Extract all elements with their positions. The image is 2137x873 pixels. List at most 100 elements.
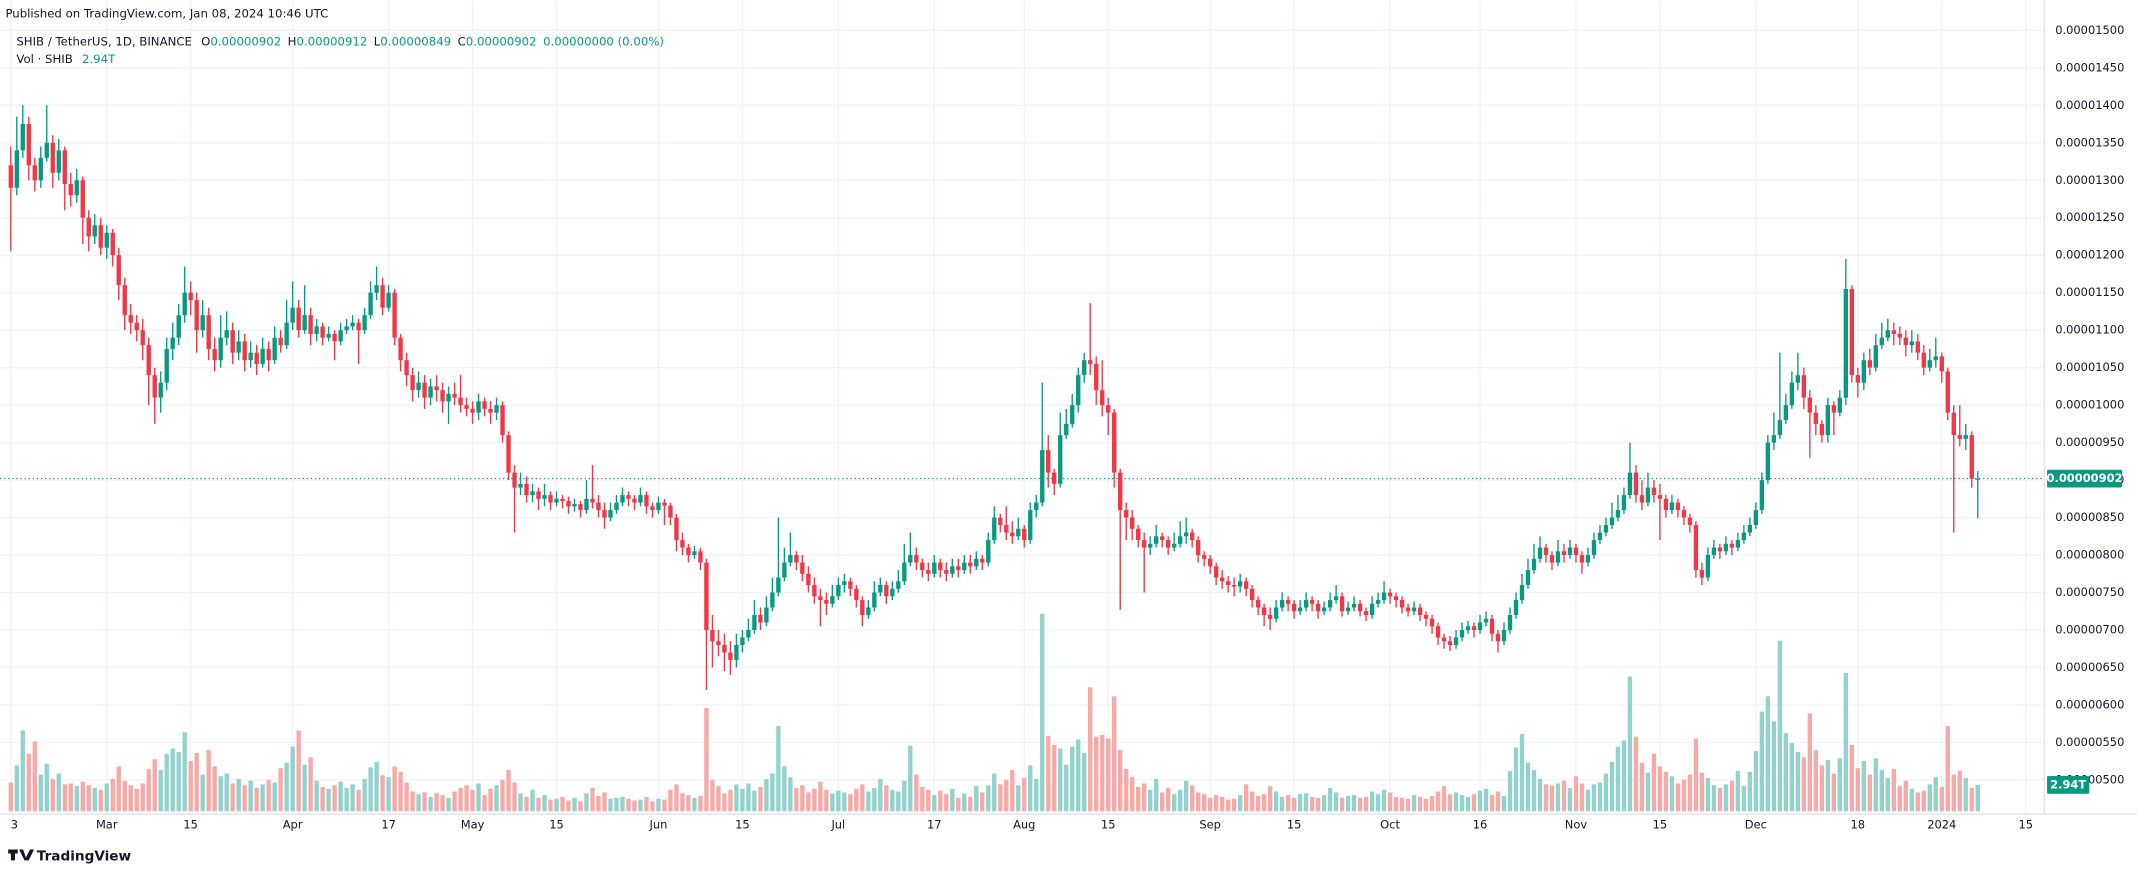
volume-bar xyxy=(1160,792,1165,812)
volume-bar xyxy=(578,801,583,812)
volume-bar xyxy=(980,792,985,812)
x-tick-label: 15 xyxy=(1101,817,1116,831)
x-tick-label: Aug xyxy=(1013,817,1035,831)
x-tick-label: Oct xyxy=(1380,817,1400,831)
volume-bar xyxy=(806,792,811,812)
candle-body xyxy=(194,300,199,331)
volume-bar xyxy=(1393,796,1399,812)
candle-body xyxy=(320,326,325,338)
volume-bar xyxy=(878,778,883,812)
candle-body xyxy=(446,393,451,402)
volume-bar xyxy=(860,784,865,812)
candle-body xyxy=(1567,547,1573,556)
candle-body xyxy=(1471,626,1477,631)
volume-bar xyxy=(506,769,511,812)
volume-bar xyxy=(194,752,199,812)
candle-body xyxy=(632,498,637,503)
candle-body xyxy=(290,307,295,323)
candle-body xyxy=(1064,423,1069,436)
candle-body xyxy=(200,315,205,331)
volume-bar xyxy=(1429,796,1435,812)
candle-body xyxy=(266,348,271,361)
volume-bar xyxy=(524,796,529,812)
volume-bar xyxy=(1309,796,1315,812)
candle-body xyxy=(182,292,187,316)
candle-body xyxy=(764,607,769,623)
volume-bar xyxy=(1195,792,1201,812)
candle-body xyxy=(1879,337,1884,346)
x-tick-label: 2024 xyxy=(1927,817,1956,831)
volume-bar xyxy=(1807,713,1813,812)
volume-bar xyxy=(290,746,295,812)
candle-body xyxy=(1028,510,1033,541)
volume-bar xyxy=(866,791,871,812)
candle-body xyxy=(1597,532,1603,541)
candle-body xyxy=(1969,435,1974,479)
candle-body xyxy=(464,405,469,409)
x-tick-label: Mar xyxy=(96,817,118,831)
candle-body xyxy=(1675,502,1681,511)
candle-body xyxy=(1891,330,1896,334)
candle-body xyxy=(1777,420,1783,436)
candle-body xyxy=(1267,615,1273,619)
volume-bar xyxy=(590,787,595,812)
candle-body xyxy=(1873,345,1878,368)
volume-bar xyxy=(728,789,733,812)
volume-bar xyxy=(662,799,667,812)
candle-body xyxy=(620,495,625,503)
volume-bar xyxy=(854,788,859,812)
candle-body xyxy=(1639,495,1645,503)
legend-line: SHIB / TetherUS, 1D, BINANCE O0.00000902… xyxy=(16,34,664,48)
candle-body xyxy=(548,495,553,503)
volume-bar xyxy=(752,790,757,812)
x-tick-label: 15 xyxy=(1287,817,1302,831)
candle-body xyxy=(506,435,511,473)
candle-body xyxy=(1112,412,1117,473)
volume-bar xyxy=(1201,794,1207,812)
volume-bar xyxy=(158,769,163,812)
volume-bar xyxy=(1933,777,1938,812)
volume-bar xyxy=(572,797,577,812)
volume-bar xyxy=(20,730,25,812)
candle-body xyxy=(848,581,853,589)
volume-bar xyxy=(1549,785,1555,812)
volume-bar xyxy=(1285,795,1291,812)
candle-body xyxy=(734,644,739,660)
candle-body xyxy=(278,337,283,346)
candle-body xyxy=(206,315,211,349)
volume-bar xyxy=(1082,752,1087,812)
volume-bar xyxy=(500,779,505,812)
candle-body xyxy=(1735,540,1741,548)
candle-body xyxy=(1375,600,1381,604)
candle-body xyxy=(1142,540,1147,548)
candle-body xyxy=(698,551,703,563)
candle-body xyxy=(1429,618,1435,627)
candle-body xyxy=(950,566,955,574)
volume-bar xyxy=(1681,779,1687,812)
volume-bar xyxy=(1130,777,1135,812)
candle-body xyxy=(908,555,913,563)
volume-bar xyxy=(812,788,817,812)
volume-bar xyxy=(1753,751,1759,812)
volume-bar xyxy=(266,779,271,812)
volume-bar xyxy=(1663,771,1669,812)
volume-bar xyxy=(692,797,697,812)
candle-body xyxy=(1369,603,1375,616)
candle-body xyxy=(1525,570,1531,586)
volume-bar xyxy=(1291,797,1297,812)
candle-body xyxy=(482,401,487,409)
volume-bar xyxy=(1711,785,1717,812)
candle-body xyxy=(1219,577,1225,582)
volume-bar xyxy=(512,782,517,812)
volume-bar xyxy=(1867,774,1872,812)
volume-bar xyxy=(782,766,787,812)
candle-body xyxy=(452,393,457,398)
y-tick-label: 0.00001050 xyxy=(2055,360,2124,374)
volume-bar xyxy=(1225,799,1231,812)
volume-bar xyxy=(644,796,649,812)
candle-body xyxy=(1297,607,1303,612)
y-tick-label: 0.00000600 xyxy=(2055,697,2124,711)
candle-body xyxy=(74,180,79,196)
volume-bar xyxy=(1831,773,1837,812)
candle-body xyxy=(554,498,559,503)
